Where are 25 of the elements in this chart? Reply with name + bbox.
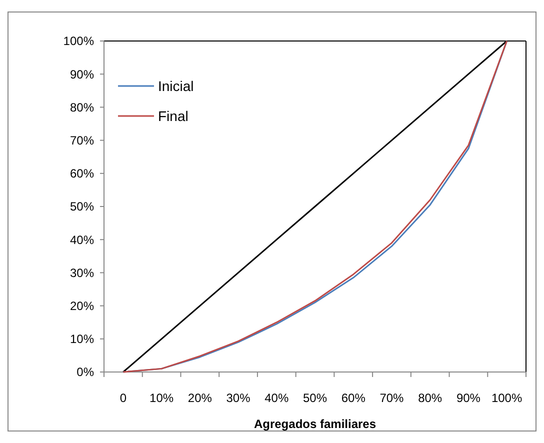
x-tick-label: 100% <box>491 391 522 405</box>
legend-label: Final <box>158 108 188 124</box>
y-tick-label: 40% <box>70 232 94 247</box>
y-tick-label: 20% <box>70 299 94 313</box>
x-tick-label: 0 <box>120 391 127 405</box>
y-tick-label: 80% <box>70 100 94 114</box>
y-tick-label: 100% <box>63 34 94 48</box>
y-tick-label: 10% <box>70 332 94 346</box>
y-tick-label: 60% <box>70 166 94 181</box>
legend-label: Inicial <box>158 78 194 94</box>
x-tick-label: 70% <box>380 391 404 405</box>
y-tick-label: 50% <box>70 200 94 214</box>
y-tick-label: 30% <box>70 266 94 280</box>
y-tick-label: 0% <box>76 365 94 380</box>
y-tick-label: 70% <box>70 134 94 148</box>
x-tick-label: 10% <box>150 391 174 405</box>
x-tick-label: 60% <box>341 391 366 405</box>
y-tick-label: 90% <box>70 67 94 82</box>
x-tick-label: 80% <box>418 391 442 405</box>
x-tick-label: 20% <box>188 391 212 405</box>
x-axis-title: Agregados familiares <box>254 417 376 431</box>
x-tick-label: 90% <box>456 391 481 405</box>
x-tick-label: 30% <box>226 391 251 405</box>
x-tick-label: 40% <box>264 391 289 405</box>
x-tick-label: 50% <box>302 391 328 405</box>
